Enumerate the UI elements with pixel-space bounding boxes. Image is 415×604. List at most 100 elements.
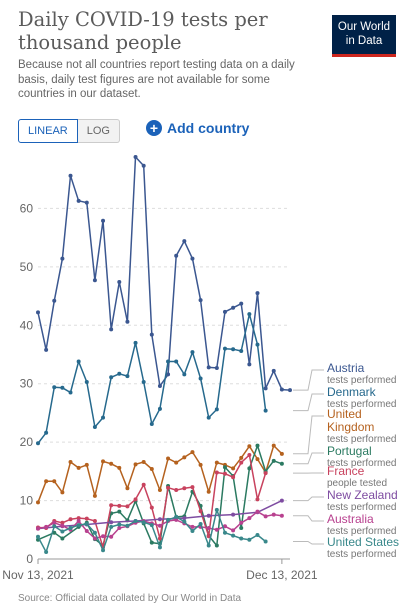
data-point <box>264 471 268 475</box>
data-point <box>247 362 251 366</box>
data-point <box>239 302 243 306</box>
data-point <box>117 504 121 508</box>
legend-connector <box>293 394 324 411</box>
data-point <box>44 525 48 529</box>
data-point <box>288 388 292 392</box>
data-point <box>231 513 235 517</box>
data-point <box>77 466 81 470</box>
y-tick-label: 20 <box>20 435 34 449</box>
data-point <box>134 155 138 159</box>
data-point <box>125 320 129 324</box>
legend-connector <box>293 542 324 545</box>
data-point <box>166 486 170 490</box>
data-point <box>117 523 121 527</box>
data-point <box>44 550 48 554</box>
data-point <box>109 375 113 379</box>
data-point <box>272 513 276 517</box>
data-point <box>69 390 73 394</box>
data-point <box>215 508 219 512</box>
data-point <box>150 523 154 527</box>
data-point <box>215 544 219 548</box>
legend-label: Australia <box>327 512 374 526</box>
data-point <box>215 407 219 411</box>
data-point <box>85 517 89 521</box>
data-point <box>215 528 219 532</box>
data-point <box>60 257 64 261</box>
data-point <box>101 219 105 223</box>
data-point <box>101 459 105 463</box>
data-point <box>223 465 227 469</box>
data-point <box>264 409 268 413</box>
data-point <box>109 503 113 507</box>
data-point <box>85 522 89 526</box>
y-tick-label: 60 <box>20 201 34 215</box>
data-point <box>231 466 235 470</box>
data-point <box>69 174 73 178</box>
y-tick-label: 10 <box>20 494 34 508</box>
data-point <box>125 486 129 490</box>
data-point <box>150 422 154 426</box>
data-point <box>60 530 64 534</box>
legend-label: Portugal <box>327 444 372 458</box>
data-point <box>239 521 243 525</box>
data-point <box>272 444 276 448</box>
data-point <box>60 490 64 494</box>
data-point <box>142 483 146 487</box>
data-point <box>207 514 211 518</box>
data-point <box>101 534 105 538</box>
data-point <box>255 457 259 461</box>
data-point <box>207 526 211 530</box>
data-point <box>264 514 268 518</box>
data-point <box>93 519 97 523</box>
data-point <box>142 460 146 464</box>
data-point <box>247 444 251 448</box>
data-point <box>264 539 268 543</box>
data-point <box>52 299 56 303</box>
data-point <box>52 521 56 525</box>
legend-connector <box>293 453 324 464</box>
legend-label: United <box>327 407 362 421</box>
data-point <box>117 372 121 376</box>
data-point <box>93 278 97 282</box>
data-point <box>60 524 64 528</box>
data-point <box>223 310 227 314</box>
data-point <box>85 380 89 384</box>
data-point <box>255 533 259 537</box>
data-point <box>166 518 170 522</box>
data-point <box>223 472 227 476</box>
data-point <box>109 462 113 466</box>
data-point <box>52 385 56 389</box>
data-point <box>182 455 186 459</box>
data-point <box>207 490 211 494</box>
data-point <box>134 519 138 523</box>
data-point <box>223 531 227 535</box>
data-point <box>199 463 203 467</box>
data-point <box>134 462 138 466</box>
data-point <box>207 365 211 369</box>
data-point <box>190 350 194 354</box>
data-point <box>174 360 178 364</box>
data-point <box>117 510 121 514</box>
data-point <box>182 239 186 243</box>
data-point <box>199 509 203 513</box>
data-point <box>247 466 251 470</box>
data-point <box>280 452 284 456</box>
data-point <box>215 366 219 370</box>
data-point <box>109 535 113 539</box>
y-tick-label: 0 <box>26 552 33 566</box>
data-point <box>142 520 146 524</box>
data-point <box>101 416 105 420</box>
x-tick-label: Dec 13, 2021 <box>246 568 318 582</box>
data-point <box>239 349 243 353</box>
data-point <box>109 525 113 529</box>
data-point <box>247 516 251 520</box>
data-point <box>174 254 178 258</box>
data-point <box>199 522 203 526</box>
data-point <box>150 541 154 545</box>
data-point <box>60 537 64 541</box>
data-point <box>69 526 73 530</box>
data-point <box>182 372 186 376</box>
legend-label: Kingdom <box>327 420 374 434</box>
data-point <box>215 461 219 465</box>
